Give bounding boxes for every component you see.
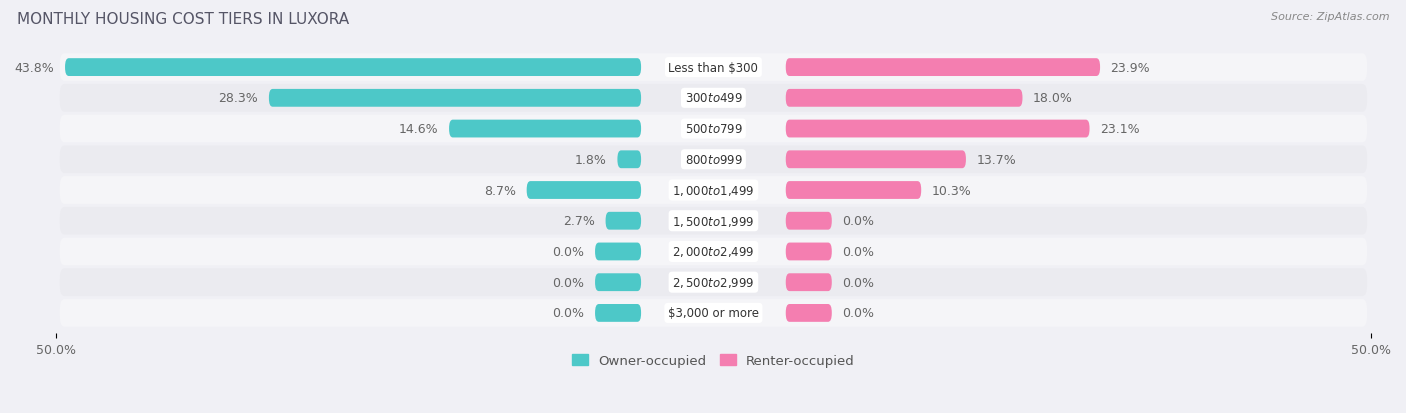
Text: 18.0%: 18.0% [1033, 92, 1073, 105]
Text: $500 to $799: $500 to $799 [685, 123, 742, 136]
Text: 14.6%: 14.6% [399, 123, 439, 136]
Text: $300 to $499: $300 to $499 [685, 92, 742, 105]
FancyBboxPatch shape [527, 182, 641, 199]
Text: 10.3%: 10.3% [932, 184, 972, 197]
Text: Less than $300: Less than $300 [668, 62, 758, 74]
FancyBboxPatch shape [595, 243, 641, 261]
FancyBboxPatch shape [60, 85, 1367, 112]
Legend: Owner-occupied, Renter-occupied: Owner-occupied, Renter-occupied [567, 349, 860, 372]
FancyBboxPatch shape [606, 212, 641, 230]
Text: $2,500 to $2,999: $2,500 to $2,999 [672, 275, 755, 290]
Text: MONTHLY HOUSING COST TIERS IN LUXORA: MONTHLY HOUSING COST TIERS IN LUXORA [17, 12, 349, 27]
Text: 0.0%: 0.0% [553, 276, 585, 289]
Text: $3,000 or more: $3,000 or more [668, 307, 759, 320]
FancyBboxPatch shape [65, 59, 641, 77]
FancyBboxPatch shape [60, 269, 1367, 296]
Text: $1,000 to $1,499: $1,000 to $1,499 [672, 183, 755, 197]
FancyBboxPatch shape [786, 90, 1022, 107]
Text: 8.7%: 8.7% [484, 184, 516, 197]
Text: 0.0%: 0.0% [842, 307, 875, 320]
FancyBboxPatch shape [60, 177, 1367, 204]
FancyBboxPatch shape [786, 274, 832, 292]
FancyBboxPatch shape [786, 151, 966, 169]
FancyBboxPatch shape [60, 54, 1367, 82]
FancyBboxPatch shape [60, 146, 1367, 174]
Text: 23.9%: 23.9% [1111, 62, 1150, 74]
Text: 0.0%: 0.0% [842, 215, 875, 228]
FancyBboxPatch shape [786, 182, 921, 199]
Text: 0.0%: 0.0% [553, 245, 585, 259]
Text: 0.0%: 0.0% [842, 245, 875, 259]
Text: $2,000 to $2,499: $2,000 to $2,499 [672, 245, 755, 259]
FancyBboxPatch shape [786, 304, 832, 322]
Text: 0.0%: 0.0% [842, 276, 875, 289]
Text: 1.8%: 1.8% [575, 153, 607, 166]
Text: Source: ZipAtlas.com: Source: ZipAtlas.com [1271, 12, 1389, 22]
FancyBboxPatch shape [786, 120, 1090, 138]
FancyBboxPatch shape [60, 116, 1367, 143]
FancyBboxPatch shape [786, 212, 832, 230]
FancyBboxPatch shape [60, 299, 1367, 327]
FancyBboxPatch shape [595, 304, 641, 322]
Text: 28.3%: 28.3% [218, 92, 259, 105]
Text: 13.7%: 13.7% [976, 153, 1017, 166]
Text: 2.7%: 2.7% [564, 215, 595, 228]
Text: 43.8%: 43.8% [15, 62, 55, 74]
Text: $800 to $999: $800 to $999 [685, 153, 742, 166]
Text: $1,500 to $1,999: $1,500 to $1,999 [672, 214, 755, 228]
FancyBboxPatch shape [269, 90, 641, 107]
FancyBboxPatch shape [60, 238, 1367, 266]
FancyBboxPatch shape [786, 59, 1099, 77]
FancyBboxPatch shape [449, 120, 641, 138]
Text: 0.0%: 0.0% [553, 307, 585, 320]
FancyBboxPatch shape [786, 243, 832, 261]
FancyBboxPatch shape [617, 151, 641, 169]
FancyBboxPatch shape [60, 207, 1367, 235]
FancyBboxPatch shape [595, 274, 641, 292]
Text: 23.1%: 23.1% [1099, 123, 1140, 136]
